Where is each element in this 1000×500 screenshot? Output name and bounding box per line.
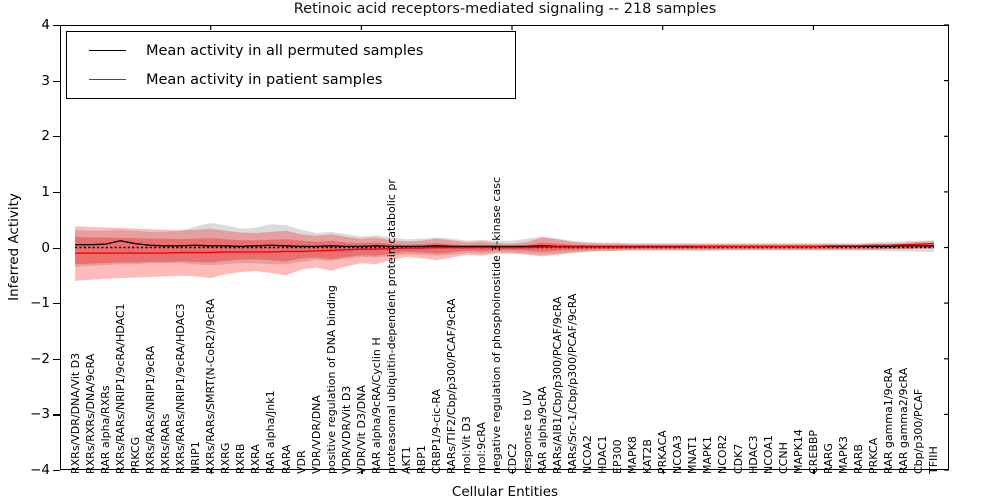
y-tick-mark bbox=[53, 80, 60, 82]
x-category-label: VDR/VDR/DNA bbox=[309, 395, 323, 474]
y-tick-label: −1 bbox=[30, 295, 50, 312]
x-tick-mark bbox=[361, 470, 363, 474]
x-category-label: RARs/TIF2/Cbp/p300/PCAF/9cRA bbox=[445, 298, 459, 474]
x-category-label: Cbp/p300/PCAF bbox=[912, 388, 926, 474]
x-category-label: RXRs/RARs/SMRT(N-CoR2)/9cRA bbox=[204, 298, 218, 474]
y-tick-label: 4 bbox=[41, 17, 50, 33]
x-category-label: mol:9cRA bbox=[475, 422, 489, 474]
x-category-label: PRKCA bbox=[867, 437, 881, 474]
x-category-label: RXRB bbox=[234, 443, 248, 474]
x-category-label: AKT1 bbox=[400, 446, 414, 474]
x-category-label: CRBP1/9-cic-RA bbox=[430, 388, 444, 474]
chart-canvas bbox=[75, 24, 949, 471]
x-tick-mark bbox=[512, 470, 514, 474]
x-category-label: RAR alpha/Jnk1 bbox=[264, 390, 278, 474]
x-category-label: RARB bbox=[852, 444, 866, 474]
x-category-label: PRKACA bbox=[656, 430, 670, 474]
x-category-label: VDR/Vit D3/DNA bbox=[354, 385, 368, 474]
chart-title: Retinoic acid receptors-mediated signali… bbox=[293, 1, 717, 17]
patient-inner-band bbox=[75, 236, 934, 265]
x-category-label: NRIP1 bbox=[189, 441, 203, 474]
x-category-label: NCOA1 bbox=[761, 435, 775, 474]
legend-label: Mean activity in patient samples bbox=[146, 71, 383, 88]
y-tick-mark bbox=[53, 136, 60, 138]
y-tick-label: 2 bbox=[41, 128, 50, 145]
x-category-label: TFIIH bbox=[927, 446, 941, 474]
x-category-label: RARs/Src-1/Cbp/p300/PCAF/9cRA bbox=[565, 293, 579, 474]
x-category-label: mol:Vit D3 bbox=[460, 416, 474, 474]
y-tick-label: −2 bbox=[30, 350, 50, 367]
legend: Mean activity in all permuted samples Me… bbox=[66, 31, 516, 99]
y-tick-label: 3 bbox=[41, 72, 50, 89]
x-category-label: CDC2 bbox=[505, 443, 519, 474]
x-category-label: NCOA2 bbox=[580, 435, 594, 474]
legend-entry-patient: Mean activity in patient samples bbox=[67, 65, 515, 94]
x-category-label: positive regulation of DNA binding bbox=[324, 285, 338, 474]
x-category-label: MAPK8 bbox=[626, 436, 640, 474]
patient-mean-line bbox=[75, 242, 934, 254]
x-category-label: RAR alpha/9cRA/Cyclin H bbox=[369, 337, 383, 474]
y-tick-mark bbox=[53, 414, 60, 416]
x-category-label: RXRs/RARs bbox=[158, 413, 172, 474]
x-category-label: VDR bbox=[294, 450, 308, 474]
legend-label: Mean activity in all permuted samples bbox=[146, 42, 424, 59]
y-tick-mark bbox=[53, 191, 60, 194]
red-line-swatch bbox=[89, 79, 126, 80]
x-category-label: NCOA3 bbox=[671, 435, 685, 474]
x-category-label: MAPK14 bbox=[791, 429, 805, 474]
x-category-label: MAPK3 bbox=[837, 436, 851, 474]
x-category-label: RARG bbox=[821, 443, 835, 474]
x-category-label: RXRs/VDR/DNA/Vit D3 bbox=[68, 352, 82, 474]
y-tick-mark bbox=[53, 470, 60, 472]
y-tick-label: 0 bbox=[41, 239, 50, 256]
x-category-label: HDAC1 bbox=[595, 435, 609, 474]
legend-entry-permuted: Mean activity in all permuted samples bbox=[67, 36, 515, 65]
x-axis-label: Cellular Entities bbox=[451, 484, 559, 500]
y-tick-mark bbox=[53, 25, 60, 27]
x-category-label: RAR alpha/RXRs bbox=[98, 385, 112, 474]
x-category-label: RAR gamma2/9cRA bbox=[897, 367, 911, 474]
black-line-swatch bbox=[89, 50, 126, 51]
x-category-label: EP300 bbox=[611, 439, 624, 474]
x-category-label: MAPK1 bbox=[701, 436, 715, 474]
y-tick-label: −4 bbox=[30, 462, 50, 478]
x-category-label: RXRs/RARs/NRIP1/9cRA/HDAC3 bbox=[174, 303, 188, 474]
x-category-label: CCNH bbox=[776, 442, 790, 474]
x-category-label: HDAC3 bbox=[746, 435, 760, 474]
y-tick-mark bbox=[53, 247, 60, 249]
y-tick-mark bbox=[53, 358, 60, 360]
x-category-label: RAR gamma1/9cRA bbox=[882, 367, 896, 474]
y-tick-label: 1 bbox=[41, 183, 50, 200]
x-category-label: CREBBP bbox=[806, 430, 820, 474]
x-category-label: RXRs/RXRs/DNA/9cRA bbox=[83, 353, 97, 474]
x-category-label: RXRA bbox=[249, 444, 263, 474]
x-category-label: RXRG bbox=[219, 442, 233, 474]
x-category-label: PRKCG bbox=[128, 436, 142, 474]
x-category-label: response to UV bbox=[520, 390, 534, 474]
y-tick-label: −3 bbox=[30, 406, 50, 423]
x-category-label: RXRs/RARs/NRIP1/9cRA/HDAC1 bbox=[113, 303, 127, 474]
x-category-label: VDR/VDR/Vit D3 bbox=[339, 385, 353, 474]
x-category-label: KAT2B bbox=[641, 439, 655, 474]
x-tick-mark bbox=[662, 470, 664, 474]
x-category-label: CDK7 bbox=[731, 443, 745, 474]
x-category-label: RXRs/RARs/NRIP1/9cRA bbox=[143, 345, 157, 474]
patient-band bbox=[75, 226, 934, 281]
x-category-label: RARA bbox=[279, 444, 293, 474]
x-category-label: MNAT1 bbox=[686, 435, 700, 474]
x-category-label: NCOR2 bbox=[716, 434, 730, 474]
x-category-label: negative regulation of phosphoinositide … bbox=[490, 177, 504, 474]
permuted-band bbox=[75, 223, 934, 267]
x-tick-mark bbox=[210, 470, 212, 474]
x-category-label: RARs/AIB1/Cbp/p300/PCAF/9cRA bbox=[550, 296, 564, 475]
x-category-label: RBP1 bbox=[415, 445, 429, 474]
x-category-label: proteasomal ubiquitin-dependent protein … bbox=[384, 179, 398, 474]
x-category-label: RAR alpha/9cRA bbox=[535, 386, 549, 474]
x-tick-mark bbox=[813, 470, 815, 474]
y-tick-mark bbox=[53, 303, 60, 305]
